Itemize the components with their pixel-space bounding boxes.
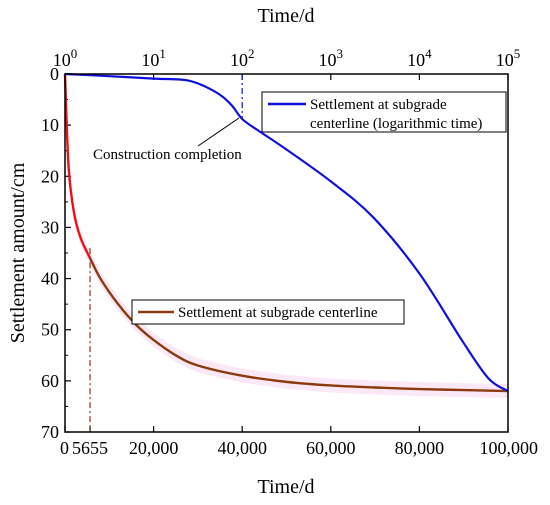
y-tick-label: 60: [41, 371, 59, 391]
legend-log-time: Settlement at subgrade centerline (logar…: [261, 91, 507, 133]
legend-log-time-label-line1: Settlement at subgrade: [310, 97, 447, 113]
y-tick-labels: 0 10 20 30 40 50 60 70: [41, 64, 59, 442]
legend-log-time-box: [261, 91, 507, 133]
top-x-tick-label: 104: [407, 46, 432, 70]
top-x-tick-exponent: 4: [425, 46, 432, 61]
bottom-x-tick-label: 20,000: [129, 438, 179, 458]
annotation-leader: [197, 117, 240, 147]
legend-linear-time-box: [131, 299, 405, 325]
construction-annotation: Construction completion: [93, 117, 242, 163]
plot-frame: [64, 73, 509, 433]
annotation-text: Construction completion: [93, 147, 242, 163]
top-x-tick-exponent: 0: [71, 46, 78, 61]
top-x-tick-exponent: 3: [337, 46, 344, 61]
top-x-tick-label: 105: [496, 46, 521, 70]
bottom-x-axis-title: Time/d: [257, 476, 314, 498]
y-tick-label: 70: [41, 422, 59, 442]
series-log-line: [64, 72, 509, 393]
top-x-axis-title: Time/d: [257, 5, 314, 27]
y-tick-label: 50: [41, 320, 59, 340]
series-lines: [63, 72, 509, 393]
series-linear-line: [88, 257, 509, 393]
bottom-x-tick-label: 60,000: [306, 438, 356, 458]
legend-log-time-label-line2: centerline (logarithmic time): [310, 116, 482, 132]
series-linear-early-line: [63, 73, 92, 259]
bottom-x-tick-label: 5655: [72, 438, 108, 458]
y-tick-label: 20: [41, 166, 59, 186]
legend-linear-time-label: Settlement at subgrade centerline: [178, 305, 378, 321]
top-x-tick-exponent: 1: [159, 46, 166, 61]
bottom-x-tick-label: 80,000: [395, 438, 445, 458]
top-x-tick-exponent: 5: [514, 46, 521, 61]
bottom-x-tick-label: 40,000: [217, 438, 267, 458]
bottom-x-tick-label: 0: [60, 438, 69, 458]
top-x-tick-label: 103: [319, 46, 344, 70]
y-tick-label: 40: [41, 269, 59, 289]
top-x-tick-label: 101: [141, 46, 166, 70]
vertical-markers: [89, 74, 243, 432]
top-x-tick-label: 100: [53, 46, 78, 70]
y-tick-label: 30: [41, 217, 59, 237]
top-x-tick-exponent: 2: [248, 46, 255, 61]
top-x-tick-label: 102: [230, 46, 255, 70]
bottom-x-tick-labels: 0 5655 20,000 40,000 60,000 80,000 100,000: [60, 438, 538, 458]
top-x-tick-labels: 100 101 102 103 104 105: [53, 46, 521, 70]
y-tick-label: 0: [50, 64, 59, 84]
legend-linear-time: Settlement at subgrade centerline: [131, 299, 405, 325]
bottom-x-tick-label: 100,000: [480, 438, 539, 458]
y-axis-title: Settlement amount/cm: [7, 162, 29, 343]
y-tick-label: 10: [41, 115, 59, 135]
